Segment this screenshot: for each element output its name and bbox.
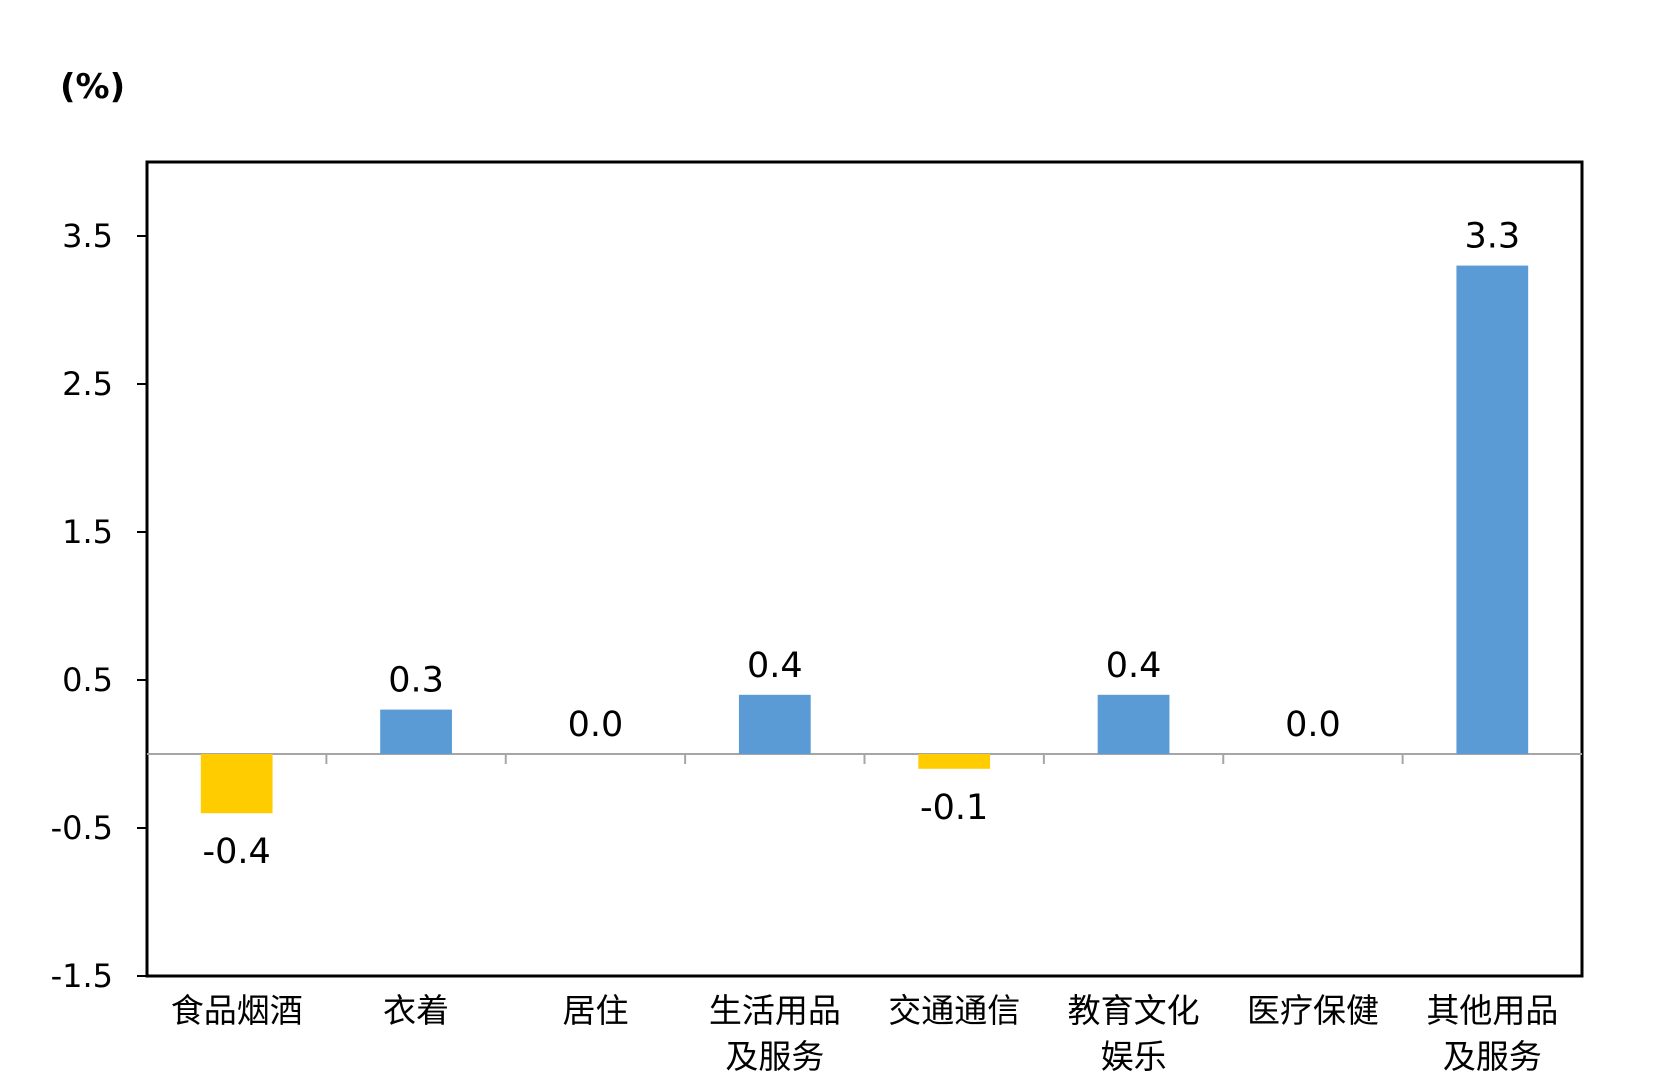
x-category-label-line: 医疗保健 <box>1247 991 1379 1030</box>
y-tick-label: 2.5 <box>62 365 113 403</box>
data-label: 0.0 <box>568 705 624 745</box>
bar <box>200 754 273 814</box>
x-category-label-line: 居住 <box>562 991 628 1030</box>
y-tick-label: 1.5 <box>62 513 113 551</box>
data-label: 0.0 <box>1285 705 1341 745</box>
y-tick-label: -0.5 <box>51 809 113 847</box>
data-label: 0.3 <box>388 661 444 701</box>
x-category-label: 医疗保健 <box>1247 991 1379 1030</box>
x-category-label-line: 及服务 <box>725 1037 824 1076</box>
y-unit-label: (%) <box>60 67 125 107</box>
bar <box>918 754 991 769</box>
x-category-label: 教育文化娱乐 <box>1068 991 1200 1076</box>
x-category-label-line: 交通通信 <box>888 991 1020 1030</box>
data-label: -0.4 <box>203 832 271 872</box>
data-label: 3.3 <box>1464 217 1520 257</box>
x-category-label: 居住 <box>562 991 628 1030</box>
data-label: 0.4 <box>1106 646 1162 686</box>
x-category-label: 食品烟酒 <box>171 991 303 1030</box>
x-category-label-line: 生活用品 <box>709 991 841 1030</box>
plot-frame <box>145 160 1584 978</box>
x-category-label-line: 及服务 <box>1443 1037 1542 1076</box>
x-category-label-line: 娱乐 <box>1101 1037 1167 1076</box>
bar <box>738 694 811 754</box>
x-category-label-line: 衣着 <box>383 991 449 1030</box>
data-label: -0.1 <box>920 788 988 828</box>
y-tick-label: 0.5 <box>62 661 113 699</box>
bar <box>1456 265 1529 754</box>
data-label: 0.4 <box>747 646 803 686</box>
bar <box>1097 694 1170 754</box>
x-category-label-line: 其他用品 <box>1426 991 1558 1030</box>
x-category-label: 其他用品及服务 <box>1426 991 1558 1076</box>
x-category-label-line: 食品烟酒 <box>171 991 303 1030</box>
y-tick-label: 3.5 <box>62 217 113 255</box>
x-category-label-line: 教育文化 <box>1068 991 1200 1030</box>
x-category-label: 交通通信 <box>888 991 1020 1030</box>
y-tick-label: -1.5 <box>51 957 113 995</box>
bar <box>380 709 452 754</box>
x-category-label: 生活用品及服务 <box>709 991 841 1076</box>
x-category-label: 衣着 <box>383 991 449 1030</box>
